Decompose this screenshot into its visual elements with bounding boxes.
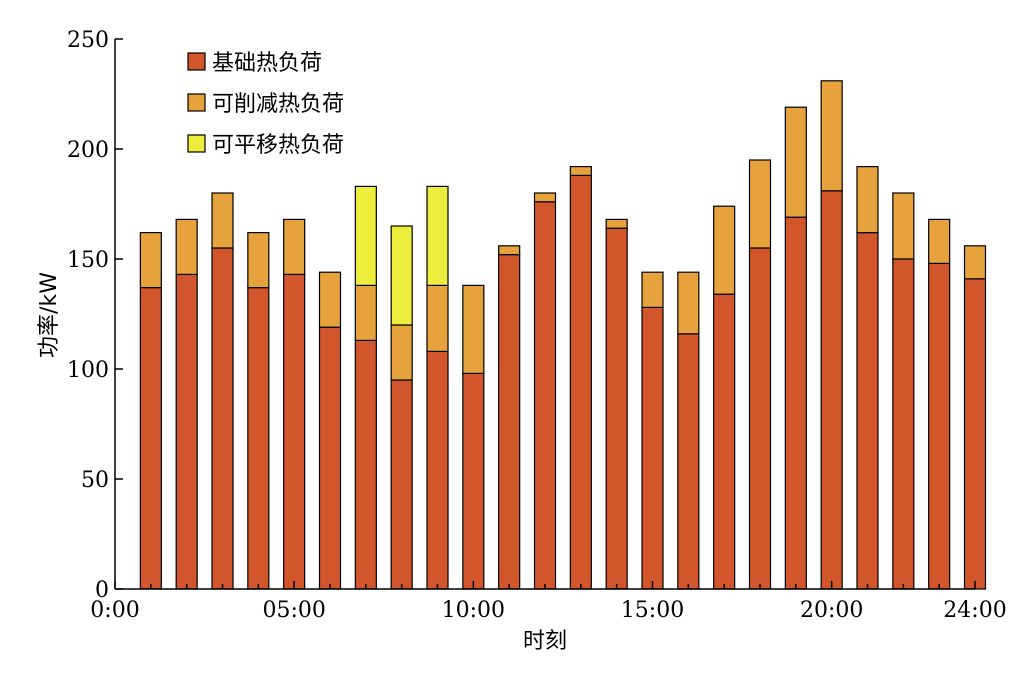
bar-segment-2-5	[283, 218, 306, 275]
bars-group	[139, 80, 987, 590]
y-tick-label-150: 150	[67, 248, 109, 273]
legend-swatch-2	[187, 93, 206, 112]
legend-swatch-1	[187, 52, 206, 71]
x-tick-label-10:00: 10:00	[442, 598, 505, 623]
bar-segment-1-4	[247, 287, 270, 590]
bar-segment-1-3	[211, 247, 234, 590]
bar-segment-2-9	[426, 284, 449, 352]
bar-segment-1-20	[820, 190, 843, 590]
bar-segment-1-24	[963, 278, 987, 590]
legend-label-3: 可平移热负荷	[212, 133, 344, 158]
bar-segment-2-2	[175, 218, 198, 275]
bar-segment-2-7	[354, 284, 377, 341]
x-tick-label-15:00: 15:00	[621, 598, 684, 623]
x-tick-label-0:00: 0:00	[90, 598, 139, 623]
y-tick-label-250: 250	[67, 28, 109, 53]
bar-segment-1-13	[569, 174, 592, 590]
bar-segment-1-23	[928, 262, 951, 590]
bar-segment-3-9	[426, 185, 449, 286]
bar-segment-2-13	[569, 166, 592, 177]
bar-segment-2-1	[139, 232, 162, 289]
bar-segment-3-7	[354, 185, 377, 286]
bar-segment-1-18	[748, 247, 772, 590]
bar-segment-1-6	[318, 326, 342, 590]
bar-segment-2-4	[247, 232, 270, 289]
bar-segment-1-14	[605, 227, 628, 590]
bar-segment-2-17	[713, 205, 736, 295]
bar-segment-2-23	[928, 218, 951, 264]
bar-segment-1-22	[892, 258, 915, 590]
bar-segment-3-8	[390, 225, 413, 326]
bar-segment-1-16	[677, 333, 700, 590]
x-tick-label-24:00: 24:00	[943, 598, 1006, 623]
bar-segment-1-19	[784, 216, 807, 590]
bar-segment-2-18	[748, 159, 772, 249]
y-axis-title: 功率/kW	[37, 272, 62, 358]
bar-segment-2-16	[677, 271, 700, 335]
bar-segment-2-22	[892, 192, 915, 260]
bar-segment-2-14	[605, 218, 628, 229]
axes-group: 0 50 100 150 200 250 0:00 05:00 10:00 15:00 20:00 2…	[67, 28, 1007, 623]
bar-segment-1-21	[856, 232, 879, 590]
bar-segment-2-15	[641, 271, 664, 309]
bar-segment-1-7	[354, 339, 377, 590]
bar-segment-1-1	[139, 287, 162, 590]
y-tick-label-50: 50	[81, 468, 109, 493]
bar-segment-2-10	[462, 284, 485, 374]
bar-segment-1-15	[641, 306, 664, 590]
bar-segment-1-10	[462, 372, 485, 590]
legend-label-2: 可削减热负荷	[212, 92, 344, 117]
bar-segment-1-11	[498, 254, 521, 590]
bar-segment-2-6	[318, 271, 342, 328]
x-axis-title: 时刻	[523, 629, 567, 654]
legend-swatch-3	[187, 134, 206, 153]
bar-segment-2-20	[820, 80, 843, 192]
bar-segment-2-11	[498, 245, 521, 256]
bar-segment-1-2	[175, 273, 198, 590]
bar-segment-1-12	[533, 201, 557, 590]
bar-segment-2-19	[784, 106, 807, 218]
bar-segment-1-9	[426, 350, 449, 590]
y-tick-label-0: 0	[95, 578, 109, 603]
bar-segment-2-21	[856, 166, 879, 234]
legend-label-1: 基础热负荷	[212, 51, 322, 76]
y-tick-label-100: 100	[67, 358, 109, 383]
bar-segment-1-17	[713, 293, 736, 590]
bar-segment-2-3	[211, 192, 234, 249]
bar-segment-1-5	[283, 273, 306, 590]
bar-segment-2-24	[963, 245, 987, 280]
x-tick-label-20:00: 20:00	[800, 598, 863, 623]
bar-segment-2-12	[533, 192, 557, 203]
bar-segment-2-8	[390, 324, 413, 381]
y-tick-label-200: 200	[67, 138, 109, 163]
x-tick-label-05:00: 05:00	[262, 598, 325, 623]
bar-segment-1-8	[390, 379, 413, 590]
